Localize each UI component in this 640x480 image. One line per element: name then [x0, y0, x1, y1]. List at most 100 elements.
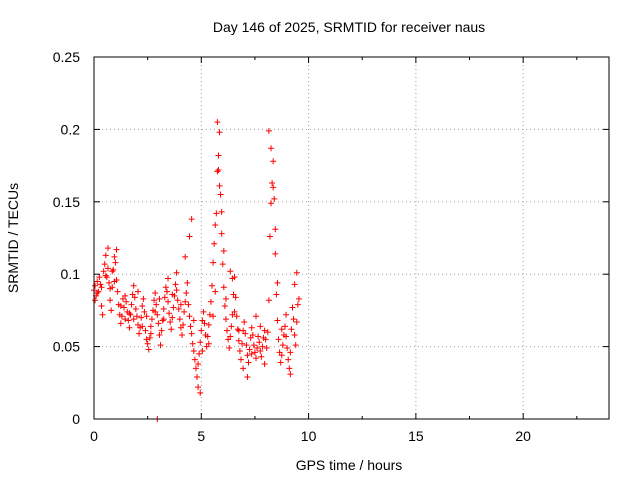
data-point [94, 278, 101, 285]
data-point [213, 210, 220, 217]
data-point [183, 290, 190, 297]
data-point [206, 311, 213, 318]
data-point [113, 246, 120, 253]
data-point [278, 352, 285, 359]
data-point [131, 294, 138, 301]
data-point [224, 327, 231, 334]
data-point [218, 208, 225, 215]
data-point [212, 221, 219, 228]
y-tick-label: 0.1 [61, 266, 81, 282]
data-point [186, 313, 193, 320]
data-point [123, 298, 130, 305]
data-point [219, 261, 226, 268]
data-point [165, 298, 172, 305]
data-point [112, 259, 119, 266]
data-point [94, 290, 101, 297]
data-point [268, 200, 275, 207]
data-point [170, 304, 177, 311]
data-point [152, 308, 159, 315]
data-point [215, 166, 222, 173]
data-point [191, 356, 198, 363]
data-point [190, 347, 197, 354]
y-tick-label: 0 [72, 411, 80, 427]
data-point [114, 288, 121, 295]
data-point [251, 349, 258, 356]
y-axis-label: SRMTID / TECUs [5, 183, 21, 293]
data-point [274, 279, 281, 286]
data-point [278, 326, 285, 333]
data-point [215, 152, 222, 159]
data-point [159, 317, 166, 324]
data-point [291, 281, 298, 288]
data-point [106, 279, 113, 286]
data-point [169, 291, 176, 298]
data-point [236, 347, 243, 354]
data-point [139, 323, 146, 330]
y-tick-label: 0.25 [53, 49, 80, 65]
data-point [152, 290, 159, 297]
data-point [130, 316, 137, 323]
data-point [197, 389, 204, 396]
data-points [91, 119, 302, 422]
data-point [268, 145, 275, 152]
data-point [104, 245, 111, 252]
data-point [173, 287, 180, 294]
data-point [211, 240, 218, 247]
plot-frame [93, 56, 610, 420]
data-point [244, 352, 251, 359]
y-tick-label: 0.15 [53, 194, 80, 210]
data-point [146, 334, 153, 341]
data-point [102, 252, 109, 259]
data-point [138, 314, 145, 321]
data-point [201, 320, 208, 327]
data-point [96, 274, 103, 281]
data-point [240, 365, 247, 372]
data-point [148, 316, 155, 323]
data-point [269, 179, 276, 186]
data-point [199, 347, 206, 354]
data-point [248, 324, 255, 331]
data-point [209, 282, 216, 289]
data-point [227, 268, 234, 275]
y-tick-label: 0.05 [53, 339, 80, 355]
data-point [246, 346, 253, 353]
data-point [153, 301, 160, 308]
data-point [287, 371, 294, 378]
data-point [281, 323, 288, 330]
data-point [133, 313, 140, 320]
data-point [125, 317, 132, 324]
data-point [231, 308, 238, 315]
data-point [156, 332, 163, 339]
data-point [194, 374, 200, 381]
data-point [218, 230, 225, 237]
data-point [143, 313, 150, 320]
data-point [263, 345, 270, 352]
data-point [256, 339, 263, 346]
data-point [288, 326, 295, 333]
data-point [182, 253, 189, 260]
data-point [245, 359, 252, 366]
data-point [244, 374, 251, 381]
data-point [295, 295, 302, 302]
data-point [126, 310, 133, 317]
data-point [229, 275, 236, 282]
data-point [283, 333, 290, 340]
data-point [177, 301, 184, 308]
data-point [110, 266, 117, 273]
data-point [242, 330, 249, 337]
data-point [127, 311, 134, 318]
data-point [250, 342, 257, 349]
data-point [196, 350, 203, 357]
data-point [188, 216, 195, 223]
x-tick-label: 0 [90, 428, 98, 444]
data-point [272, 250, 279, 257]
data-point [147, 330, 154, 337]
data-point [233, 313, 240, 320]
data-point [175, 305, 182, 312]
data-point [121, 304, 128, 311]
data-point [99, 311, 106, 318]
data-point [205, 321, 212, 328]
data-point [108, 307, 115, 314]
data-point [162, 284, 169, 291]
